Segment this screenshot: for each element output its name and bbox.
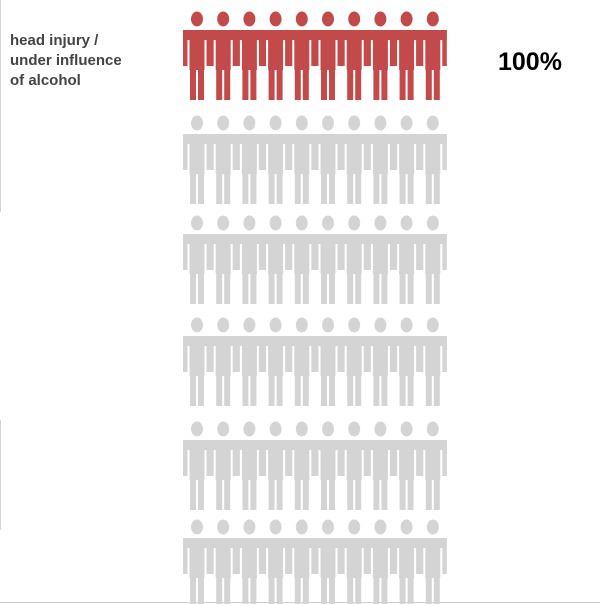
row-label-line: under influence (10, 52, 122, 69)
person-icon (366, 519, 395, 604)
person-icon (340, 421, 369, 510)
person-icon (418, 215, 447, 304)
person-icon (183, 421, 211, 510)
pictogram-row (183, 11, 447, 100)
pictogram-row (183, 115, 447, 204)
person-icon (314, 421, 342, 510)
person-icon (418, 115, 447, 204)
frame-left-border-lower (0, 420, 1, 530)
person-icon (314, 317, 342, 406)
row-label-line: of alcohol (10, 72, 81, 89)
row-label: head injury / under influence of alcohol (10, 31, 175, 91)
person-icon (209, 115, 238, 204)
person-icon (209, 11, 238, 100)
person-icon (183, 115, 211, 204)
person-icon (183, 519, 211, 604)
person-icon (287, 421, 316, 510)
person-icon (261, 421, 290, 510)
row-value-label: 100% (498, 48, 562, 76)
person-icon (314, 11, 342, 100)
person-icon (287, 215, 316, 304)
person-icon (261, 215, 290, 304)
person-icon (392, 519, 421, 604)
person-icon (183, 11, 211, 100)
person-icon (287, 317, 316, 406)
person-icon (340, 115, 369, 204)
person-icon (314, 115, 342, 204)
person-icon (287, 519, 316, 604)
person-icon (235, 317, 264, 406)
pictogram-row (183, 215, 447, 304)
person-icon (235, 11, 264, 100)
person-icon (261, 11, 290, 100)
pictogram-row (183, 421, 447, 510)
person-icon (261, 317, 290, 406)
person-icon (366, 215, 395, 304)
person-icon (287, 115, 316, 204)
person-icon (366, 115, 395, 204)
person-icon (392, 115, 421, 204)
person-icon (366, 317, 395, 406)
person-icon (314, 519, 342, 604)
person-icon (314, 215, 342, 304)
person-icon (392, 421, 421, 510)
person-icon (261, 115, 290, 204)
person-icon (209, 421, 238, 510)
person-icon (340, 215, 369, 304)
person-icon (418, 11, 447, 100)
pictogram-row (183, 519, 447, 604)
person-icon (418, 317, 447, 406)
person-icon (209, 519, 238, 604)
person-icon (366, 421, 395, 510)
pictogram-row (183, 317, 447, 406)
row-label-line: head injury / (10, 32, 99, 49)
person-icon (261, 519, 290, 604)
frame-left-border (0, 0, 1, 212)
person-icon (340, 317, 369, 406)
person-icon (235, 519, 264, 604)
person-icon (235, 215, 264, 304)
person-icon (209, 215, 238, 304)
person-icon (235, 115, 264, 204)
person-icon (340, 519, 369, 604)
person-icon (366, 11, 395, 100)
person-icon (340, 11, 369, 100)
person-icon (183, 215, 211, 304)
person-icon (392, 11, 421, 100)
person-icon (287, 11, 316, 100)
person-icon (183, 317, 211, 406)
person-icon (392, 215, 421, 304)
person-icon (235, 421, 264, 510)
person-icon (392, 317, 421, 406)
person-icon (418, 421, 447, 510)
person-icon (209, 317, 238, 406)
person-icon (418, 519, 447, 604)
